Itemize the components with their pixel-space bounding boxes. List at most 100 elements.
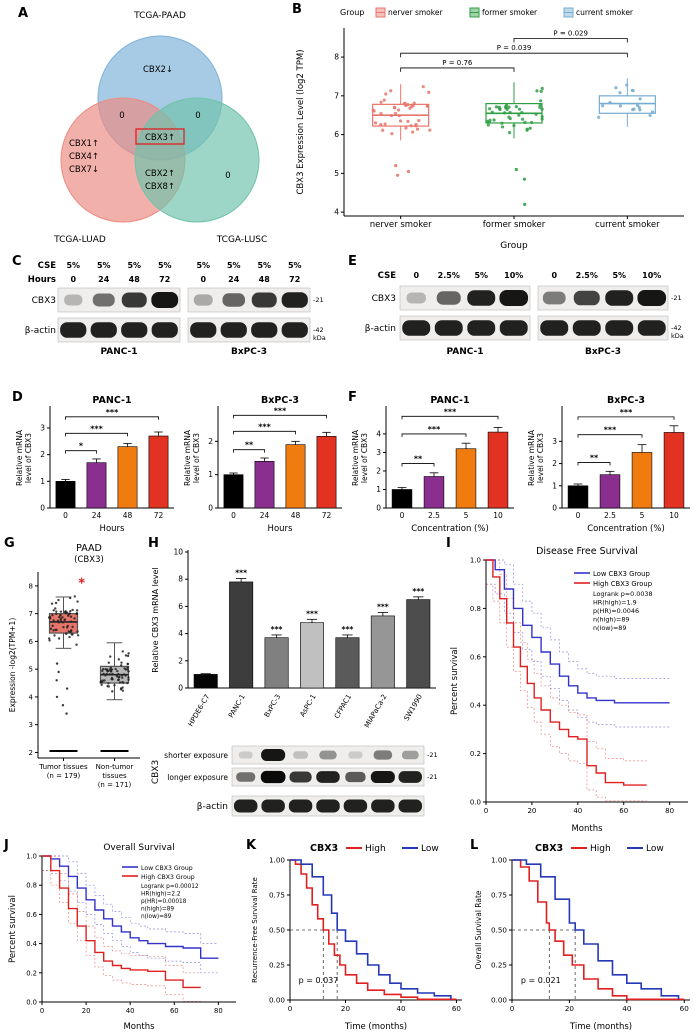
- svg-text:-42: -42: [671, 324, 682, 332]
- svg-text:6: 6: [178, 602, 183, 611]
- svg-text:***: ***: [258, 422, 271, 431]
- svg-text:5%: 5%: [227, 261, 241, 270]
- svg-text:10%: 10%: [642, 271, 661, 280]
- svg-text:Percent survival: Percent survival: [8, 895, 18, 963]
- svg-text:24: 24: [98, 275, 110, 284]
- svg-text:20: 20: [527, 807, 536, 815]
- svg-text:*: *: [78, 576, 85, 591]
- svg-text:2.5%: 2.5%: [438, 271, 460, 280]
- svg-text:10: 10: [173, 548, 183, 557]
- svg-text:**: **: [245, 441, 254, 450]
- svg-text:60: 60: [452, 1004, 462, 1013]
- svg-text:SW1990: SW1990: [402, 693, 424, 722]
- svg-text:CBX4↑: CBX4↑: [69, 152, 99, 162]
- svg-text:5: 5: [640, 511, 645, 520]
- svg-text:20: 20: [565, 1004, 575, 1013]
- svg-text:2: 2: [552, 459, 557, 468]
- svg-text:2.5: 2.5: [604, 511, 616, 520]
- svg-text:2: 2: [29, 749, 33, 757]
- panel-b: B 4 5 6 7 8 nerver smoker former smoker current…: [292, 2, 696, 252]
- svg-text:***: ***: [342, 625, 354, 634]
- svg-text:40: 40: [573, 807, 582, 815]
- svg-text:CSE: CSE: [38, 261, 57, 271]
- svg-text:0.25: 0.25: [269, 961, 285, 970]
- svg-text:CBX2↑: CBX2↑: [145, 169, 175, 179]
- svg-text:p(HR)=0.00018: p(HR)=0.00018: [141, 899, 187, 905]
- svg-text:6: 6: [334, 130, 339, 139]
- bar-panc1-time: 0 1 2 3 0 24 48 72 * *** *** PANC-1 Hours Relative mR…: [14, 392, 178, 538]
- svg-text:0.2: 0.2: [470, 750, 481, 758]
- panel-g: G 2 3 4 5 6 7 8 Tumor tissues (n = 179) Non-tumor…: [4, 536, 148, 800]
- svg-text:10: 10: [669, 511, 679, 520]
- svg-text:Non-tumor: Non-tumor: [96, 763, 134, 771]
- svg-text:***: ***: [428, 425, 441, 434]
- svg-text:***: ***: [274, 406, 287, 415]
- svg-text:72: 72: [322, 511, 332, 520]
- svg-text:5: 5: [334, 169, 339, 178]
- svg-text:Months: Months: [571, 824, 603, 834]
- svg-text:10%: 10%: [504, 271, 523, 280]
- svg-text:High CBX3 Group: High CBX3 Group: [141, 874, 195, 881]
- svg-text:(n = 179): (n = 179): [47, 772, 81, 780]
- svg-text:Logrank p=0.0038: Logrank p=0.0038: [593, 590, 653, 598]
- svg-text:2.5%: 2.5%: [576, 271, 598, 280]
- svg-text:CBX3 Expression Level (log2 TP: CBX3 Expression Level (log2 TPM): [296, 49, 306, 194]
- svg-text:PANC-1: PANC-1: [92, 395, 131, 406]
- svg-text:n(high)=89: n(high)=89: [141, 907, 174, 913]
- cell-line-western-blot: CBX3 shorter exposure -21 longer exposure -2…: [148, 744, 444, 838]
- svg-text:**: **: [590, 453, 599, 462]
- svg-text:-21: -21: [671, 294, 682, 302]
- overall-survival-rate-plot: 0.00 0.25 0.50 0.75 1.00 0 20 40 60 p = 0.021 CBX3…: [470, 838, 698, 1032]
- svg-text:0.4: 0.4: [26, 940, 37, 948]
- svg-text:0.6: 0.6: [26, 911, 37, 919]
- k-svg: 0.00 0.25 0.50 0.75 1.00 0 20 40 60 p = 0.037 CBX3…: [251, 843, 462, 1032]
- svg-text:4: 4: [29, 693, 34, 701]
- svg-text:0.50: 0.50: [491, 926, 507, 935]
- svg-text:Hours: Hours: [28, 275, 56, 285]
- svg-text:0.25: 0.25: [491, 961, 507, 970]
- svg-text:CBX3: CBX3: [310, 843, 338, 854]
- cell-line-bar-chart: 0 2 4 6 8 10 HPDE6-C7 *** PANC-1 *** BxPC-3 *** AsPC…: [148, 538, 444, 748]
- svg-text:24: 24: [228, 275, 240, 284]
- svg-text:Overall Survival: Overall Survival: [103, 843, 174, 853]
- svg-text:3: 3: [29, 721, 33, 729]
- svg-text:-21: -21: [313, 296, 324, 304]
- svg-text:1.00: 1.00: [491, 856, 507, 865]
- svg-text:8: 8: [334, 53, 339, 62]
- svg-text:0: 0: [40, 1007, 44, 1015]
- svg-text:24: 24: [92, 511, 102, 520]
- svg-text:High CBX3 Group: High CBX3 Group: [593, 580, 652, 588]
- svg-text:***: ***: [620, 408, 633, 417]
- smoking-group-boxplot: 4 5 6 7 8 nerver smoker former smoker current s…: [292, 4, 696, 258]
- venn-svg: TCGA-PAAD TCGA-LUAD TCGA-LUSC CBX2↓ 0 0 CBX3↑ C…: [53, 11, 267, 245]
- svg-text:Low CBX3 Group: Low CBX3 Group: [141, 865, 193, 872]
- svg-text:0.0: 0.0: [26, 999, 37, 1007]
- svg-text:48: 48: [259, 275, 271, 284]
- svg-text:60: 60: [619, 807, 628, 815]
- svg-text:former smoker: former smoker: [482, 8, 538, 17]
- svg-text:2: 2: [178, 656, 183, 665]
- svg-text:TCGA-PAAD: TCGA-PAAD: [133, 11, 186, 21]
- svg-text:BxPC-3: BxPC-3: [261, 395, 299, 406]
- svg-text:***: ***: [306, 609, 318, 618]
- panel-a-label: A: [18, 6, 29, 21]
- svg-text:3: 3: [552, 437, 557, 446]
- svg-text:3: 3: [376, 448, 381, 457]
- panel-h-label: H: [148, 536, 159, 551]
- svg-text:0: 0: [63, 511, 68, 520]
- svg-text:0: 0: [552, 504, 557, 513]
- svg-text:0.4: 0.4: [470, 702, 482, 710]
- svg-text:Hours: Hours: [268, 524, 293, 534]
- svg-text:0.8: 0.8: [26, 882, 37, 890]
- svg-text:20: 20: [341, 1004, 351, 1013]
- svg-text:0.00: 0.00: [269, 996, 285, 1005]
- panel-b-label: B: [292, 2, 302, 17]
- svg-text:2: 2: [376, 466, 381, 475]
- svg-text:BxPC-3: BxPC-3: [263, 693, 282, 719]
- panel-h: H 0 2 4 6 8 10 HPDE6-C7 *** PANC-1 *** BxPC-3 *** As…: [148, 536, 444, 836]
- svg-text:***: ***: [604, 426, 617, 435]
- svg-text:0.0: 0.0: [470, 799, 481, 807]
